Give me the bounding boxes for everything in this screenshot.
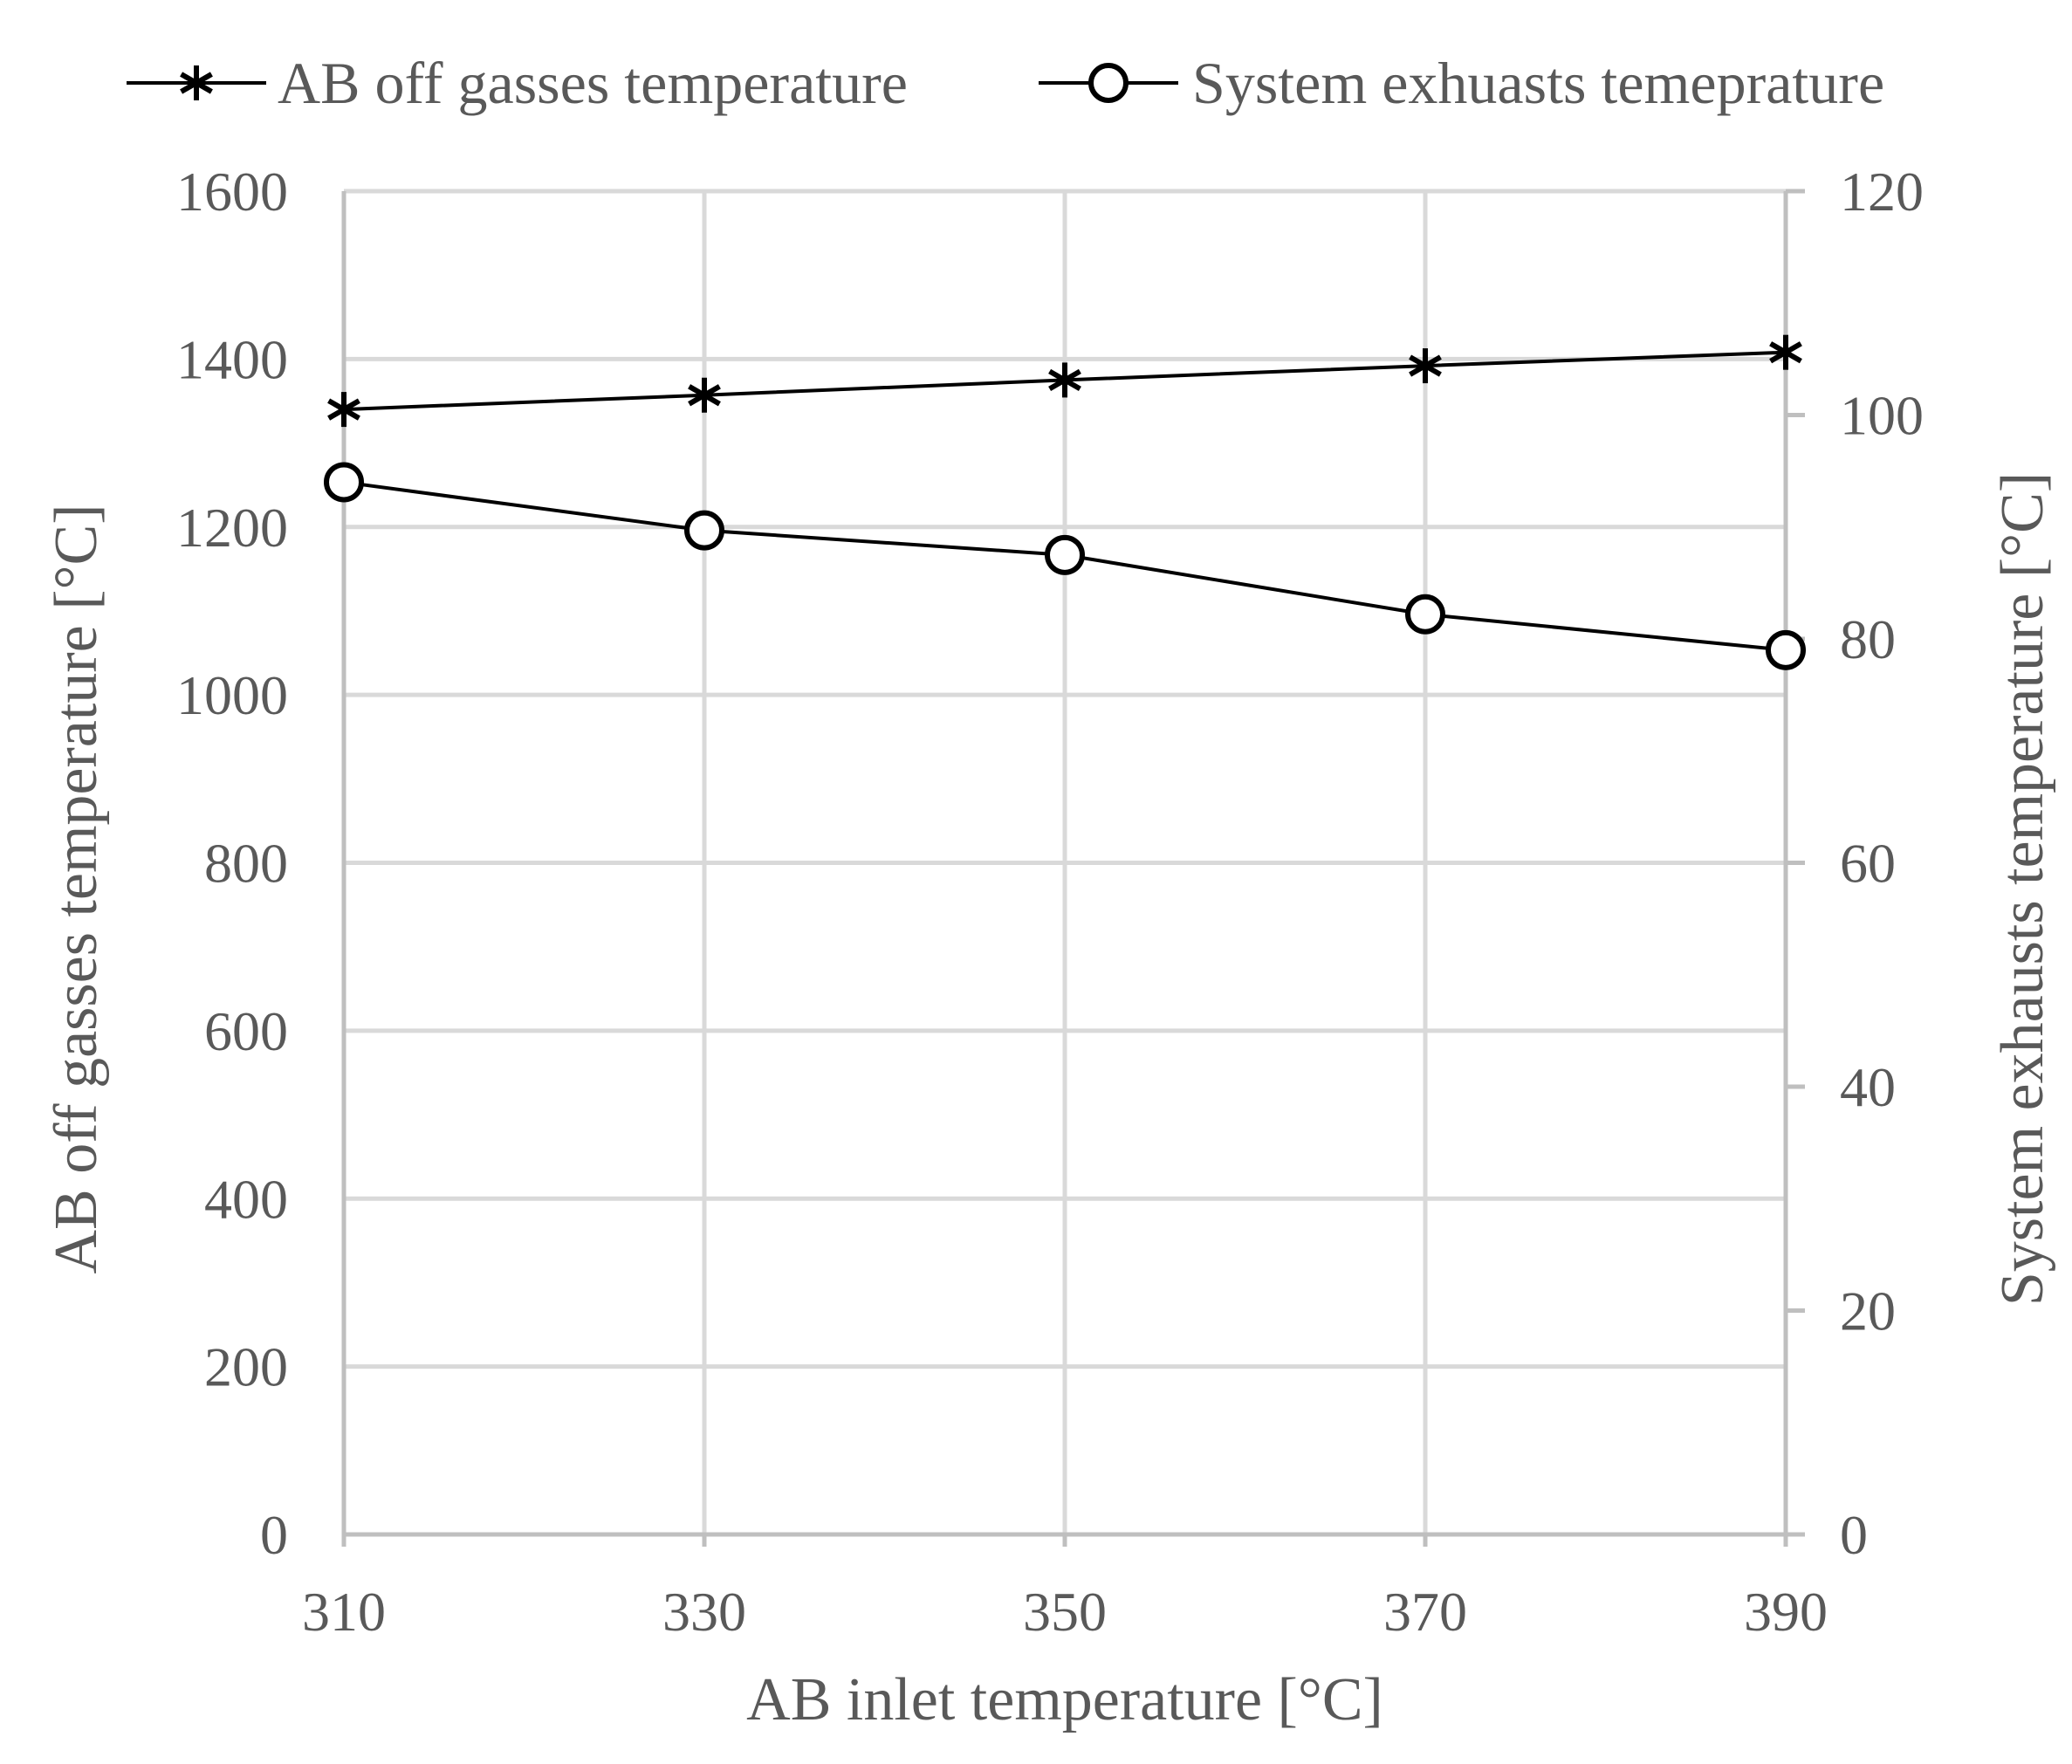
right-y-tick-label: 40 bbox=[1840, 1056, 1896, 1118]
right-y-tick-label: 60 bbox=[1840, 833, 1896, 895]
x-tick-label: 330 bbox=[662, 1581, 746, 1643]
star-stroke bbox=[327, 398, 360, 421]
left-y-tick-label: 0 bbox=[260, 1504, 288, 1566]
left-y-tick-label: 400 bbox=[204, 1168, 288, 1230]
right-y-tick-label: 0 bbox=[1840, 1504, 1868, 1566]
system-exhausts-point bbox=[1766, 629, 1806, 670]
ab-off-gasses-point bbox=[327, 392, 360, 428]
ab-off-gasses-point bbox=[688, 377, 721, 413]
left-y-tick-label: 200 bbox=[204, 1336, 288, 1398]
right-y-tick-label: 100 bbox=[1840, 385, 1924, 447]
left-y-tick-label: 1600 bbox=[176, 161, 288, 223]
left-y-tick-label: 1000 bbox=[176, 664, 288, 726]
star-stroke bbox=[688, 384, 721, 407]
ab-off-gasses-point bbox=[1769, 334, 1802, 370]
legend: AB off gasses temperature System exhuast… bbox=[127, 50, 1884, 116]
right-y-tick-label: 20 bbox=[1840, 1280, 1896, 1342]
system-exhausts-point bbox=[684, 510, 724, 551]
legend-item-system-exhausts: System exhuasts temeprature bbox=[1039, 50, 1884, 116]
x-axis-title: AB inlet temperature [°C] bbox=[746, 1666, 1383, 1733]
star-stroke bbox=[1048, 368, 1081, 392]
x-tick-label: 370 bbox=[1383, 1581, 1467, 1643]
system-exhausts-point bbox=[324, 462, 364, 503]
right-y-tick-label: 80 bbox=[1840, 608, 1896, 670]
system-exhausts-point bbox=[1405, 594, 1445, 635]
left-y-tick-label: 1400 bbox=[176, 328, 288, 390]
series-layer bbox=[324, 334, 1806, 670]
star-stroke bbox=[1769, 341, 1802, 364]
axes bbox=[341, 189, 1805, 1547]
right-y-tick-label: 120 bbox=[1840, 161, 1924, 223]
x-tick-label: 390 bbox=[1744, 1581, 1828, 1643]
legend-star bbox=[180, 65, 213, 100]
legend-label-ab-off-gasses: AB off gasses temperature bbox=[278, 50, 908, 116]
ab-off-gasses-point bbox=[1409, 348, 1442, 384]
legend-circle bbox=[1088, 63, 1129, 103]
star-stroke bbox=[180, 72, 213, 94]
star-stroke bbox=[1409, 354, 1442, 377]
legend-circle-marker bbox=[1039, 63, 1178, 103]
left-y-tick-label: 800 bbox=[204, 833, 288, 895]
system-exhausts-point bbox=[1045, 534, 1085, 575]
x-tick-label: 350 bbox=[1023, 1581, 1107, 1643]
left-y-tick-label: 600 bbox=[204, 1000, 288, 1062]
gridlines bbox=[344, 189, 1786, 1534]
left-y-axis-title: AB off gasses temperature [°C] bbox=[43, 504, 110, 1273]
legend-label-system-exhausts: System exhuasts temeprature bbox=[1192, 50, 1884, 116]
right-y-axis-title: System exhausts temperature [°C] bbox=[1989, 472, 2056, 1306]
x-tick-label: 310 bbox=[302, 1581, 386, 1643]
ab-off-gasses-point bbox=[1048, 362, 1081, 398]
legend-item-ab-off-gasses: AB off gasses temperature bbox=[127, 50, 908, 116]
legend-star-marker bbox=[127, 65, 266, 100]
left-y-tick-label: 1200 bbox=[176, 497, 288, 559]
